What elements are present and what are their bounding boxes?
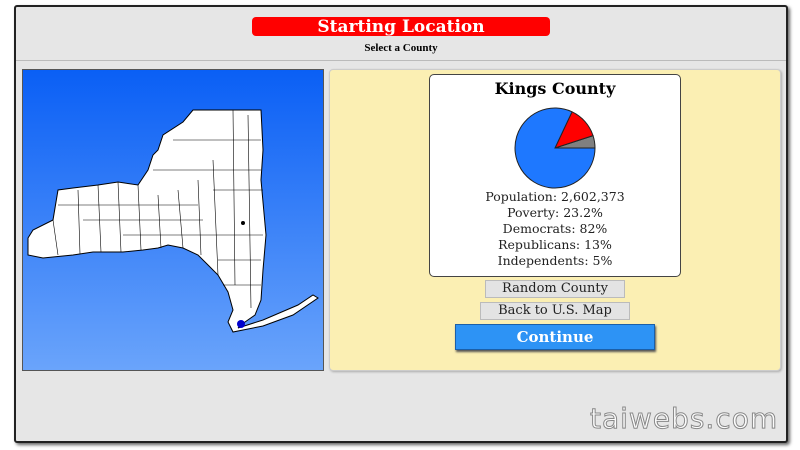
independents-text: Independents: 5% (497, 253, 613, 268)
county-stats: Population: 2,602,373 Poverty: 23.2% Dem… (430, 189, 680, 269)
county-info-panel: Kings County Population: 2,602,373 Pover… (329, 69, 781, 371)
state-map[interactable] (22, 69, 324, 371)
random-county-button[interactable]: Random County (485, 280, 625, 298)
watermark: taiwebs.com (589, 402, 779, 436)
page-title: Starting Location (252, 17, 550, 37)
header: Starting Location Select a County (16, 7, 786, 61)
capital-marker (241, 221, 245, 225)
new-york-state-shape[interactable] (27, 109, 319, 333)
party-pie-chart (514, 107, 596, 189)
poverty-text: Poverty: 23.2% (507, 205, 603, 220)
page-subtitle: Select a County (364, 42, 438, 54)
new-york-county-map[interactable] (23, 70, 323, 370)
democrats-text: Democrats: 82% (502, 221, 608, 236)
selected-county-marker[interactable] (237, 320, 245, 328)
population-text: Population: 2,602,373 (485, 189, 625, 204)
county-borders (52, 109, 263, 309)
republicans-text: Republicans: 13% (498, 237, 612, 252)
pie-slice-democrats (514, 107, 596, 189)
continue-button[interactable]: Continue (455, 324, 655, 350)
county-name: Kings County (494, 79, 616, 98)
game-window: Starting Location Select a County Kings … (14, 5, 788, 443)
county-card: Kings County Population: 2,602,373 Pover… (429, 74, 681, 277)
back-to-us-map-button[interactable]: Back to U.S. Map (480, 302, 630, 320)
